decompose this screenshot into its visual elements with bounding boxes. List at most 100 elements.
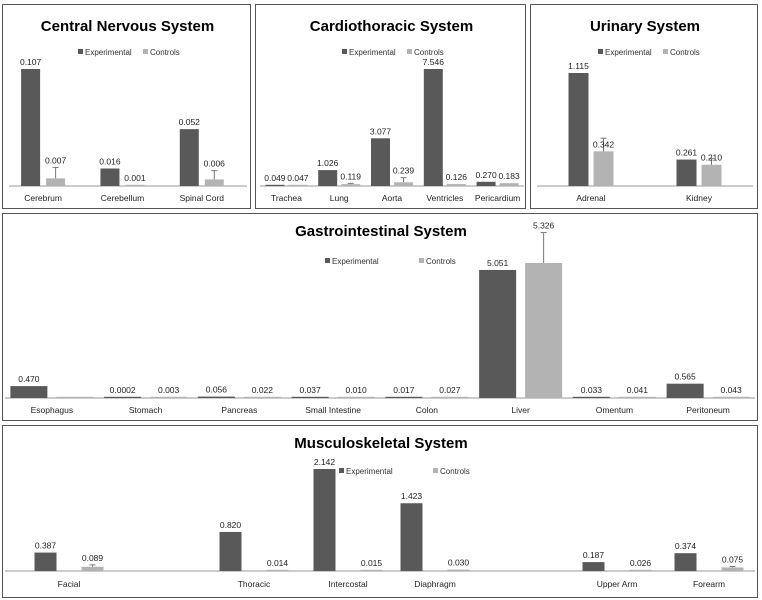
category-label-adrenal: Adrenal bbox=[576, 193, 605, 203]
bar-controls-kidney bbox=[701, 164, 722, 186]
bar-controls-pancreas bbox=[243, 396, 281, 398]
legend-label-controls: Controls bbox=[670, 48, 700, 57]
bar-experimental-forearm bbox=[674, 553, 697, 571]
data-label-experimental-esophagus: 0.470 bbox=[18, 374, 40, 384]
category-label-colon: Colon bbox=[416, 405, 438, 415]
data-label-experimental-ventricles: 7.546 bbox=[423, 57, 445, 67]
data-label-experimental-cerebrum: 0.107 bbox=[20, 57, 42, 67]
data-label-controls-forearm: 0.075 bbox=[722, 554, 744, 564]
data-label-controls-colon: 0.027 bbox=[439, 385, 461, 395]
bar-experimental-spinal-cord bbox=[179, 129, 199, 186]
bar-controls-facial bbox=[81, 566, 104, 571]
category-label-liver: Liver bbox=[511, 405, 530, 415]
bar-controls-thoracic bbox=[266, 569, 289, 571]
bar-controls-trachea bbox=[288, 184, 308, 186]
legend-label-controls: Controls bbox=[150, 48, 180, 57]
data-label-controls-peritoneum: 0.043 bbox=[720, 385, 742, 395]
data-label-experimental-aorta: 3.077 bbox=[370, 126, 392, 136]
bar-controls-adrenal bbox=[593, 151, 614, 186]
data-label-controls-small-intestine: 0.010 bbox=[345, 385, 367, 395]
bar-experimental-thoracic bbox=[219, 531, 242, 571]
bar-controls-small-intestine bbox=[337, 396, 375, 398]
bar-controls-spinal-cord bbox=[204, 179, 224, 186]
data-label-experimental-trachea: 0.049 bbox=[264, 173, 286, 183]
data-label-controls-spinal-cord: 0.006 bbox=[204, 159, 226, 169]
bar-experimental-lung bbox=[318, 170, 338, 186]
legend-swatch-controls bbox=[663, 49, 668, 54]
category-label-omentum: Omentum bbox=[596, 405, 633, 415]
chart-title: Musculoskeletal System bbox=[294, 435, 467, 452]
legend-swatch-experimental bbox=[598, 49, 603, 54]
legend: Experimental Controls bbox=[339, 467, 470, 476]
category-label-spinal-cord: Spinal Cord bbox=[180, 193, 225, 203]
category-label-pericardium: Pericardium bbox=[475, 193, 520, 203]
bar-experimental-kidney bbox=[676, 159, 697, 186]
legend-swatch-experimental bbox=[342, 49, 347, 54]
data-label-controls-intercostal: 0.015 bbox=[361, 558, 383, 568]
bar-experimental-diaphragm bbox=[400, 503, 423, 571]
data-label-experimental-intercostal: 2.142 bbox=[314, 457, 336, 467]
bar-controls-diaphragm bbox=[447, 569, 470, 571]
data-label-controls-liver: 5.326 bbox=[533, 221, 555, 231]
category-label-cerebellum: Cerebellum bbox=[101, 193, 144, 203]
data-label-controls-stomach: 0.003 bbox=[158, 385, 180, 395]
bar-experimental-omentum bbox=[572, 396, 610, 398]
chart-title: Gastrointestinal System bbox=[295, 223, 467, 240]
bar-experimental-pancreas bbox=[197, 396, 235, 398]
bar-controls-colon bbox=[431, 396, 469, 398]
data-label-experimental-facial: 0.387 bbox=[35, 541, 57, 551]
bar-controls-liver bbox=[525, 263, 563, 398]
legend-label-experimental: Experimental bbox=[605, 48, 652, 57]
category-label-cerebrum: Cerebrum bbox=[24, 193, 62, 203]
category-label-aorta: Aorta bbox=[382, 193, 403, 203]
data-label-experimental-diaphragm: 1.423 bbox=[401, 491, 423, 501]
panel-gastrointestinal-system: Gastrointestinal System Experimental Contr… bbox=[2, 213, 758, 421]
bar-controls-stomach bbox=[150, 396, 188, 398]
bar-experimental-ventricles bbox=[423, 69, 443, 186]
chart-urinary-system: Urinary System Experimental Controls 1.115 0… bbox=[537, 18, 753, 203]
bar-controls-lung bbox=[341, 184, 361, 186]
data-label-controls-pancreas: 0.022 bbox=[252, 385, 274, 395]
category-label-kidney: Kidney bbox=[686, 193, 713, 203]
data-label-experimental-small-intestine: 0.037 bbox=[299, 385, 321, 395]
data-label-experimental-pericardium: 0.270 bbox=[475, 170, 497, 180]
data-label-experimental-stomach: 0.0002 bbox=[110, 385, 136, 395]
data-label-experimental-omentum: 0.033 bbox=[581, 385, 603, 395]
chart-cardiothoracic-system: Cardiothoracic System Experimental Control… bbox=[260, 18, 524, 203]
data-label-controls-kidney: 0.210 bbox=[701, 153, 723, 163]
legend-label-controls: Controls bbox=[414, 48, 444, 57]
data-label-controls-adrenal: 0.342 bbox=[593, 139, 615, 149]
bar-controls-intercostal bbox=[360, 569, 383, 571]
category-label-forearm: Forearm bbox=[693, 579, 725, 589]
panel-central-nervous-system: Central Nervous System Experimental Contro… bbox=[2, 4, 251, 209]
legend: Experimental Controls bbox=[342, 48, 444, 57]
chart-title: Urinary System bbox=[590, 18, 700, 35]
legend-swatch-controls bbox=[143, 49, 148, 54]
data-label-experimental-upper-arm: 0.187 bbox=[583, 550, 605, 560]
chart-gastrointestinal-system: Gastrointestinal System Experimental Contr… bbox=[5, 221, 755, 415]
category-label-lung: Lung bbox=[330, 193, 349, 203]
legend-swatch-controls bbox=[407, 49, 412, 54]
category-label-trachea: Trachea bbox=[271, 193, 302, 203]
category-label-stomach: Stomach bbox=[129, 405, 163, 415]
legend-swatch-experimental bbox=[339, 468, 344, 473]
chart-title: Central Nervous System bbox=[41, 18, 214, 35]
legend-swatch-controls bbox=[419, 258, 424, 263]
panel-urinary-system: Urinary System Experimental Controls 1.115 0… bbox=[530, 4, 758, 209]
bar-experimental-peritoneum bbox=[666, 383, 704, 398]
data-label-controls-thoracic: 0.014 bbox=[267, 558, 289, 568]
bar-experimental-adrenal bbox=[568, 73, 589, 186]
bar-experimental-small-intestine bbox=[291, 396, 329, 398]
bar-experimental-trachea bbox=[265, 184, 285, 186]
bar-experimental-cerebellum bbox=[100, 168, 120, 186]
bar-experimental-cerebrum bbox=[21, 69, 41, 186]
data-label-controls-ventricles: 0.126 bbox=[446, 172, 468, 182]
data-label-experimental-liver: 5.051 bbox=[487, 258, 509, 268]
bar-experimental-intercostal bbox=[313, 469, 336, 571]
data-label-controls-aorta: 0.239 bbox=[393, 166, 415, 176]
category-label-facial: Facial bbox=[58, 579, 81, 589]
data-label-experimental-colon: 0.017 bbox=[393, 385, 415, 395]
category-label-esophagus: Esophagus bbox=[31, 405, 74, 415]
bar-experimental-liver bbox=[479, 269, 517, 398]
data-label-controls-upper-arm: 0.026 bbox=[630, 558, 652, 568]
